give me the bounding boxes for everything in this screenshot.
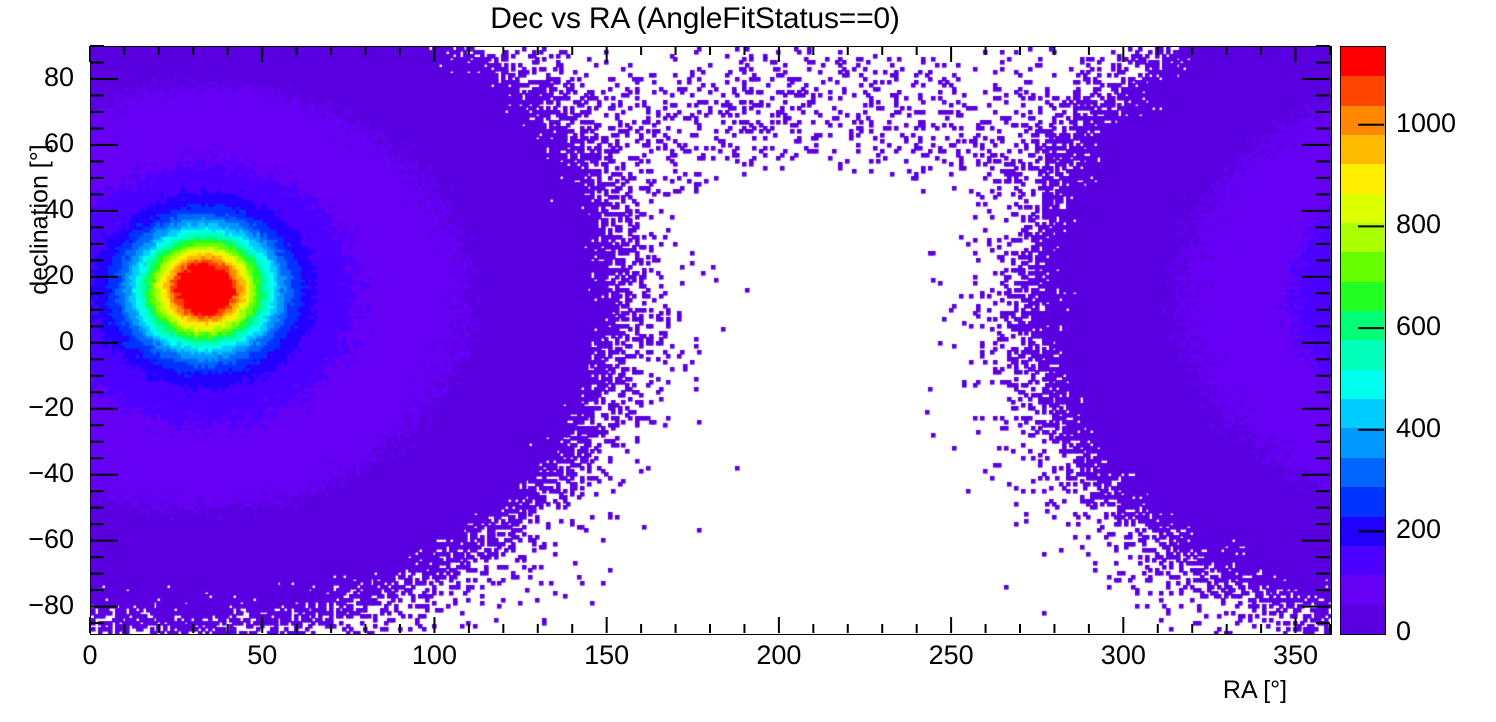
colorbar-band-18 (1341, 76, 1385, 106)
z-tick-label-400: 400 (1396, 412, 1442, 443)
colorbar-band-9 (1341, 340, 1385, 370)
y-tick-label--40: −40 (28, 457, 74, 488)
colorbar-band-16 (1341, 135, 1385, 165)
colorbar-band-0 (1341, 604, 1385, 634)
plot-area (90, 46, 1332, 635)
colorbar-band-4 (1341, 487, 1385, 517)
y-tick-label-40: 40 (43, 193, 74, 224)
z-tick-label-800: 800 (1396, 209, 1442, 240)
colorbar-band-19 (1341, 47, 1385, 77)
colorbar-band-5 (1341, 457, 1385, 488)
z-tick-label-600: 600 (1396, 311, 1442, 342)
colorbar-band-7 (1341, 399, 1385, 429)
colorbar-band-13 (1341, 223, 1385, 253)
colorbar-band-6 (1341, 428, 1385, 458)
x-tick-label-100: 100 (411, 640, 457, 670)
y-tick-label--60: −60 (28, 523, 74, 554)
colorbar-band-17 (1341, 105, 1385, 136)
colorbar-band-15 (1341, 164, 1385, 194)
x-tick-label-200: 200 (756, 640, 802, 670)
colorbar-band-14 (1341, 193, 1385, 224)
y-tick-label-0: 0 (58, 325, 74, 356)
z-axis-title: count (1372, 0, 1401, 10)
y-tick-label--20: −20 (28, 391, 74, 422)
x-tick-label-150: 150 (584, 640, 630, 670)
colorbar-band-2 (1341, 545, 1385, 576)
x-tick-label-350: 350 (1273, 640, 1319, 670)
y-tick-label-20: 20 (43, 259, 74, 290)
colorbar (1340, 46, 1386, 635)
x-tick-label-0: 0 (82, 640, 98, 670)
z-tick-label-0: 0 (1396, 616, 1412, 646)
x-tick-label-250: 250 (928, 640, 974, 670)
heatmap-canvas (91, 47, 1331, 634)
y-tick-label--80: −80 (28, 589, 74, 620)
x-tick-label-50: 50 (247, 640, 278, 670)
z-tick-label-1000: 1000 (1396, 107, 1457, 138)
x-axis-title: RA [°] (1222, 676, 1288, 704)
y-tick-label-80: 80 (43, 61, 74, 92)
x-tick-label-300: 300 (1100, 640, 1146, 670)
z-tick-label-200: 200 (1396, 514, 1442, 545)
colorbar-band-10 (1341, 311, 1385, 341)
colorbar-band-3 (1341, 516, 1385, 546)
y-tick-label-60: 60 (43, 127, 74, 158)
colorbar-band-12 (1341, 252, 1385, 282)
page-title: Dec vs RA (AngleFitStatus==0) (490, 2, 900, 35)
colorbar-band-11 (1341, 281, 1385, 312)
colorbar-band-1 (1341, 575, 1385, 605)
colorbar-band-8 (1341, 369, 1385, 400)
